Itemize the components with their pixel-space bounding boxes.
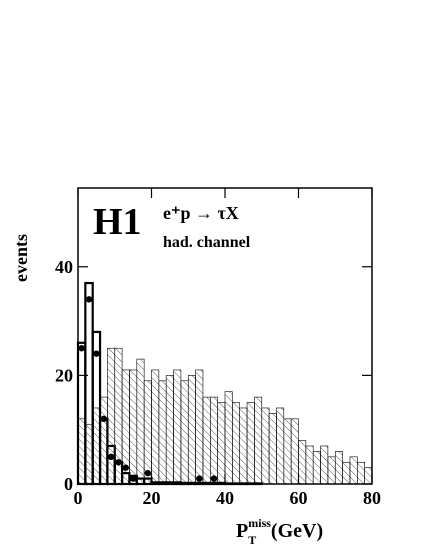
hatched-bin bbox=[327, 456, 336, 485]
hatched-bin bbox=[173, 369, 182, 485]
hatched-bin bbox=[276, 407, 285, 485]
hatched-bin bbox=[312, 451, 321, 485]
x-tick-label: 0 bbox=[74, 488, 83, 508]
data-point bbox=[100, 415, 107, 423]
hatched-bin bbox=[232, 402, 241, 485]
hatched-bin bbox=[290, 418, 299, 485]
x-tick-label: 80 bbox=[363, 488, 381, 508]
data-point bbox=[107, 453, 115, 461]
experiment-label: H1 bbox=[93, 201, 142, 243]
channel-label: had. channel bbox=[163, 234, 251, 251]
hatched-bin bbox=[254, 396, 263, 485]
hatched-bin bbox=[129, 369, 138, 485]
hatched-bin bbox=[298, 440, 307, 485]
x-tick-label: 60 bbox=[290, 488, 308, 508]
hatched-bin bbox=[283, 418, 292, 485]
data-point bbox=[93, 350, 100, 357]
x-label-sub: T bbox=[248, 533, 256, 547]
data-point bbox=[129, 475, 137, 482]
data-point bbox=[115, 459, 122, 466]
hatched-bin bbox=[224, 391, 233, 485]
y-tick-label: 0 bbox=[64, 474, 73, 494]
hatched-bin bbox=[210, 396, 218, 485]
data-point bbox=[144, 469, 152, 477]
plot-area bbox=[76, 281, 373, 486]
hatched-bin bbox=[356, 461, 365, 485]
data-point bbox=[196, 475, 203, 482]
y-tick-label: 20 bbox=[55, 365, 73, 385]
hatched-bin bbox=[85, 423, 93, 485]
hatched-bin bbox=[334, 451, 343, 485]
hatched-bin bbox=[99, 396, 108, 485]
hatched-bin bbox=[107, 347, 116, 485]
hatched-bin bbox=[151, 369, 160, 485]
x-label-sup: miss bbox=[248, 516, 271, 530]
hatched-bin bbox=[143, 380, 152, 485]
hatched-bin bbox=[195, 369, 204, 485]
data-point bbox=[122, 464, 129, 471]
x-tick-label: 40 bbox=[216, 488, 234, 508]
hatched-bin bbox=[165, 375, 174, 485]
hatched-bin bbox=[77, 418, 86, 485]
data-point bbox=[78, 345, 85, 352]
hatched-bin bbox=[268, 413, 277, 485]
x-tick-label: 20 bbox=[143, 488, 161, 508]
hatched-bin bbox=[239, 407, 248, 485]
hatched-bin bbox=[187, 375, 196, 485]
hatched-bin bbox=[246, 402, 255, 485]
data-point bbox=[210, 475, 218, 482]
process-label: e⁺p → τX bbox=[163, 203, 239, 223]
hatched-bin bbox=[305, 445, 314, 485]
hatched-bin bbox=[136, 358, 145, 485]
hatched-bin bbox=[342, 461, 351, 485]
x-axis-label: PTmiss(GeV) bbox=[236, 516, 323, 547]
hatched-bin bbox=[261, 407, 270, 485]
hatched-bin bbox=[180, 380, 189, 485]
hatched-bin bbox=[349, 456, 358, 485]
x-label-main: P bbox=[236, 520, 248, 542]
hatched-bin bbox=[92, 407, 101, 485]
hatched-bin bbox=[158, 380, 167, 485]
hatched-bin bbox=[202, 396, 211, 485]
x-label-unit: (GeV) bbox=[271, 520, 323, 542]
hatched-bin bbox=[217, 402, 226, 485]
hatched-bin bbox=[364, 467, 373, 485]
y-axis-label: events bbox=[11, 234, 31, 282]
hatched-bin bbox=[320, 445, 329, 485]
data-point bbox=[85, 296, 93, 303]
y-tick-label: 40 bbox=[55, 257, 73, 277]
